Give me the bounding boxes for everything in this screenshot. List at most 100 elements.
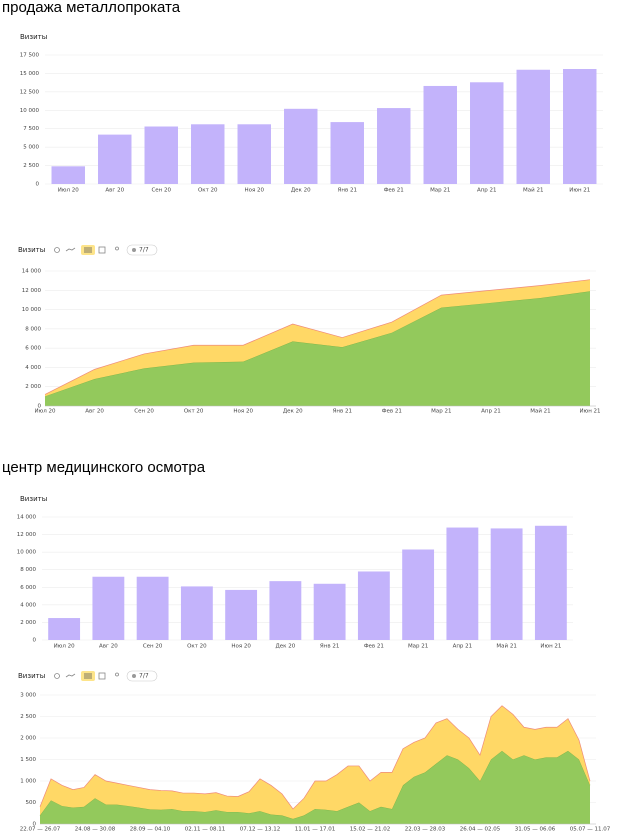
bar [446, 527, 479, 640]
icon [115, 246, 119, 251]
y-tick-label: 10 000 [20, 108, 40, 114]
y-tick-label: 10 000 [17, 550, 37, 556]
icon [84, 673, 92, 679]
toolbar-label: 7/7 [139, 247, 149, 254]
area-edge [44, 279, 591, 395]
x-tick-label: Мар 21 [408, 644, 428, 650]
icon [132, 248, 136, 252]
x-tick-label: Июн 21 [569, 188, 590, 194]
y-tick-label: 15 000 [20, 71, 40, 77]
y-tick-label: 1 500 [20, 757, 36, 763]
y-tick-label: 0 [33, 822, 37, 828]
bar [284, 108, 318, 184]
bar [48, 618, 81, 640]
x-tick-label: Окт 20 [184, 409, 204, 415]
x-tick-label: Сен 20 [134, 409, 154, 415]
bar [563, 69, 597, 184]
icon [98, 246, 106, 254]
area-edge [39, 705, 591, 810]
icon [98, 672, 106, 680]
y-tick-label: 6 000 [25, 346, 41, 352]
x-tick-label: Дек 20 [283, 409, 303, 415]
bar [136, 576, 169, 640]
toolbar-label: 7/7 [139, 673, 149, 680]
x-tick-label: Ноя 20 [231, 644, 251, 650]
y-tick-label: 14 000 [17, 515, 37, 521]
x-tick-label: Янв 21 [333, 409, 352, 415]
x-tick-label: Авг 20 [99, 644, 118, 650]
y-tick-label: 0 [38, 404, 42, 410]
y-tick-label: 0 [33, 638, 37, 644]
y-tick-label: 12 000 [17, 532, 37, 538]
bar [180, 586, 213, 640]
y-tick-label: 8 000 [20, 567, 36, 573]
x-tick-label: Ноя 20 [233, 409, 253, 415]
dropdown[interactable] [126, 244, 158, 256]
x-tick-label: Май 21 [496, 643, 516, 650]
x-tick-label: Фев 21 [382, 409, 402, 415]
y-tick-label: 2 000 [25, 384, 41, 390]
x-tick-label: 22.07 — 26.07 [20, 827, 61, 833]
x-tick-label: 11.01 — 17.01 [295, 827, 336, 833]
x-tick-label: 31.05 — 06.06 [515, 827, 556, 833]
x-tick-label: 26.04 — 02.05 [460, 827, 501, 833]
x-tick-label: Апр 21 [477, 188, 497, 194]
bar [225, 589, 258, 640]
x-tick-label: Авг 20 [85, 409, 104, 415]
y-tick-label: 2 000 [20, 736, 36, 742]
x-tick-label: 15.02 — 21.02 [350, 827, 391, 833]
icon [115, 672, 119, 677]
bar [237, 124, 271, 184]
x-tick-label: 22.03 — 28.03 [405, 827, 446, 833]
x-tick-label: Июн 21 [579, 409, 600, 415]
y-tick-label: 8 000 [25, 326, 41, 332]
x-tick-label: Ноя 20 [244, 188, 264, 194]
x-tick-label: Янв 21 [338, 188, 357, 194]
dropdown[interactable] [126, 670, 158, 682]
x-tick-label: Окт 20 [198, 188, 218, 194]
x-tick-label: Фев 21 [364, 644, 384, 650]
icon [65, 247, 76, 252]
x-tick-label: Фев 21 [384, 188, 404, 194]
x-tick-label: Май 21 [530, 408, 550, 415]
y-tick-label: 4 000 [20, 602, 36, 608]
x-tick-label: 02.11 — 08.11 [185, 827, 226, 833]
section-title: центр медицинского осмотра [2, 459, 206, 476]
x-tick-label: Июл 20 [58, 188, 80, 194]
x-tick-label: Июл 20 [34, 409, 56, 415]
bar [313, 583, 346, 640]
y-tick-label: 2 500 [23, 163, 39, 169]
area [40, 750, 590, 824]
y-tick-label: 6 000 [20, 585, 36, 591]
x-tick-label: Мар 21 [431, 409, 451, 415]
bar [51, 166, 85, 184]
section-title: продажа металлопроката [2, 0, 181, 16]
icon [84, 247, 92, 253]
toolbar [54, 244, 158, 256]
icon [65, 673, 76, 678]
x-tick-label: Июл 20 [54, 644, 76, 650]
bar [92, 576, 125, 640]
y-label: Визиты [18, 246, 45, 254]
x-tick-label: 24.08 — 30.08 [75, 827, 116, 833]
y-tick-label: 500 [26, 800, 37, 806]
x-tick-label: Авг 20 [105, 188, 124, 194]
x-tick-label: Май 21 [523, 187, 543, 194]
bar [490, 528, 523, 640]
bar [98, 134, 132, 184]
x-tick-label: 07.12 — 13.12 [240, 827, 281, 833]
y-tick-label: 3 000 [20, 693, 36, 699]
x-tick-label: Сен 20 [143, 644, 163, 650]
y-tick-label: 12 000 [22, 288, 42, 294]
y-tick-label: 10 000 [22, 307, 42, 313]
y-tick-label: 7 500 [23, 126, 39, 132]
y-label: Визиты [18, 672, 45, 680]
area [40, 705, 590, 819]
y-label: Визиты [20, 495, 47, 503]
bar [357, 571, 390, 640]
y-tick-label: 12 500 [20, 89, 40, 95]
bar [516, 69, 550, 184]
bar [534, 525, 567, 640]
y-tick-label: 0 [36, 182, 40, 188]
y-label: Визиты [20, 33, 47, 41]
